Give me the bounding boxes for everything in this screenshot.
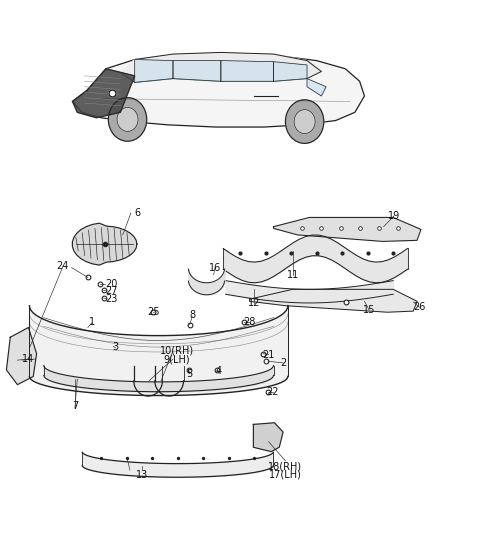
- Text: 11: 11: [287, 270, 299, 280]
- Text: 26: 26: [413, 302, 426, 312]
- Text: 25: 25: [148, 307, 160, 317]
- Text: 16: 16: [209, 263, 221, 272]
- Text: 17(LH): 17(LH): [269, 470, 302, 479]
- Polygon shape: [221, 61, 274, 81]
- Text: 10(RH): 10(RH): [160, 346, 194, 356]
- Polygon shape: [72, 69, 135, 118]
- Circle shape: [294, 110, 315, 134]
- Polygon shape: [253, 423, 283, 452]
- Polygon shape: [120, 52, 322, 82]
- Text: 13: 13: [136, 470, 148, 479]
- Text: 1: 1: [89, 317, 95, 327]
- Text: 5: 5: [187, 369, 193, 379]
- Text: 6: 6: [134, 208, 140, 218]
- Circle shape: [108, 98, 147, 141]
- Text: 7: 7: [72, 401, 78, 412]
- Text: 24: 24: [57, 262, 69, 271]
- Polygon shape: [307, 79, 326, 96]
- Text: 3: 3: [112, 341, 119, 352]
- Text: 28: 28: [243, 317, 256, 327]
- Circle shape: [286, 100, 324, 144]
- Polygon shape: [29, 306, 288, 395]
- Polygon shape: [274, 217, 421, 241]
- Text: 21: 21: [263, 349, 275, 360]
- Text: 4: 4: [216, 366, 222, 376]
- Polygon shape: [72, 223, 137, 265]
- Circle shape: [117, 108, 138, 132]
- Polygon shape: [72, 54, 364, 127]
- Text: 19: 19: [388, 211, 400, 221]
- Polygon shape: [250, 289, 417, 312]
- Text: 23: 23: [106, 294, 118, 304]
- Text: 8: 8: [189, 311, 195, 321]
- Polygon shape: [6, 328, 36, 384]
- Text: 27: 27: [106, 286, 118, 296]
- Text: 9(LH): 9(LH): [164, 354, 190, 364]
- Text: 22: 22: [266, 387, 279, 397]
- Polygon shape: [135, 60, 173, 82]
- Text: 2: 2: [280, 358, 286, 368]
- Text: 14: 14: [23, 354, 35, 364]
- Text: 18(RH): 18(RH): [268, 461, 302, 471]
- Polygon shape: [274, 62, 307, 81]
- Text: 15: 15: [363, 305, 375, 315]
- Polygon shape: [173, 61, 221, 81]
- Text: 12: 12: [248, 298, 261, 308]
- Text: 20: 20: [106, 279, 118, 289]
